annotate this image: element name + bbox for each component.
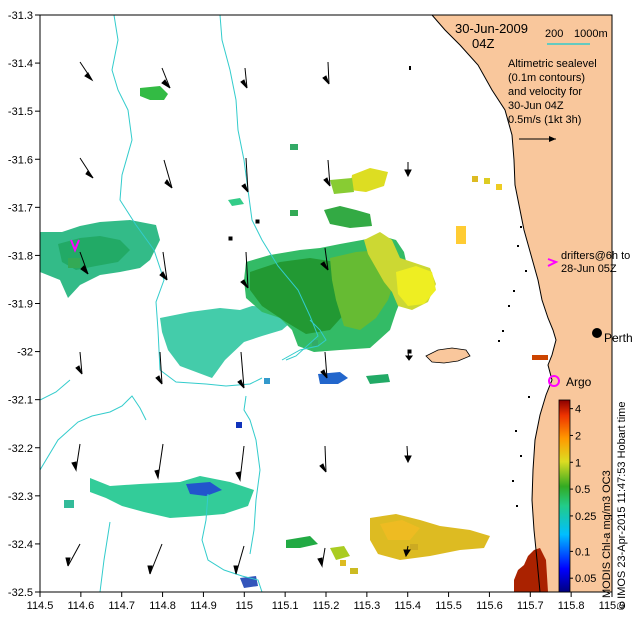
y-axis: -31.3 -31.4 -31.5 -31.6 -31.7 -31.8 -31.9 -32 -3…	[8, 10, 40, 599]
x-tick-label: 115.9	[599, 600, 626, 612]
legend-line-3: and velocity for	[508, 86, 582, 98]
colorbar-gradient	[558, 399, 571, 593]
coastal-shelf-high-chl-2	[532, 355, 548, 360]
x-tick-label: 115.8	[558, 600, 585, 612]
scale-label-1000: 1000m	[574, 28, 608, 40]
perth-label: Perth	[604, 331, 633, 345]
x-tick-label: 115.1	[272, 600, 299, 612]
drifters-line-2: 28-Jun 05Z	[561, 263, 617, 275]
y-tick-label: -31.8	[8, 250, 33, 262]
perth-marker	[592, 328, 602, 338]
chlorophyll-patches	[40, 86, 502, 588]
legend-arrow-head	[549, 136, 556, 142]
drifter-marker-coast	[547, 258, 559, 267]
x-tick-label: 114.5	[27, 600, 54, 612]
y-tick-label: -31.9	[8, 299, 33, 311]
colorbar-title: MODIS Chl-a mg/m3 OC3	[601, 470, 613, 598]
argo-label: Argo	[566, 375, 592, 389]
y-tick-label: -32.3	[8, 491, 33, 503]
y-tick-label: -32	[17, 347, 33, 359]
colorbar-tick-label: 0.25	[575, 511, 596, 523]
y-tick-label: -31.3	[8, 10, 33, 22]
x-tick-label: 115.5	[435, 600, 462, 612]
scale-label-200: 200	[545, 28, 563, 40]
y-tick-label: -32.1	[8, 395, 33, 407]
x-tick-label: 115.3	[353, 600, 380, 612]
colorbar-tick-label: 2	[575, 430, 581, 442]
colorbar-tick-label: 0.05	[575, 573, 596, 585]
y-tick-label: -31.6	[8, 154, 33, 166]
drifter-marker-west	[70, 239, 80, 253]
coastline	[431, 15, 557, 592]
y-tick-label: -32.5	[8, 587, 33, 599]
velocity-legend: Altimetric sealevel (0.1m contours) and …	[508, 58, 597, 142]
scale-bar: 200 1000m	[545, 28, 608, 45]
colorbar: 4 2 1 0.5 0.25 0.1 0.05 MODIS Chl-a mg/m3 OC3	[558, 399, 613, 598]
drifters-line-1: drifters@6h to	[561, 250, 630, 262]
colorbar-tick-label: 0.5	[575, 484, 590, 496]
x-tick-label: 114.9	[190, 600, 217, 612]
map-date: 30-Jun-2009	[455, 21, 528, 36]
y-tick-label: -32.4	[8, 539, 33, 551]
colorbar-ticks: 4 2 1 0.5 0.25 0.1 0.05	[570, 404, 596, 585]
x-tick-label: 115	[236, 600, 254, 612]
drifters-legend: drifters@6h to 28-Jun 05Z	[561, 250, 630, 275]
velocity-arrows	[65, 61, 413, 575]
x-tick-label: 114.6	[67, 600, 94, 612]
colorbar-tick-label: 1	[575, 457, 581, 469]
credit-text: © IMOS 23-Apr-2015 11:47:53 Hobart time	[616, 402, 628, 610]
x-tick-label: 115.4	[394, 600, 421, 612]
y-tick-label: -31.5	[8, 106, 33, 118]
x-axis: 114.5 114.6 114.7 114.8 114.9 115 115.1 115.2 11…	[27, 592, 626, 612]
x-tick-label: 115.7	[517, 600, 544, 612]
sealevel-contours	[40, 15, 327, 592]
y-tick-label: -32.2	[8, 443, 33, 455]
legend-line-2: (0.1m contours)	[508, 72, 585, 84]
x-tick-label: 114.7	[108, 600, 135, 612]
rottnest-island	[425, 347, 471, 364]
x-tick-label: 115.6	[476, 600, 503, 612]
y-tick-label: -31.4	[8, 58, 33, 70]
legend-velocity-scale: 0.5m/s (1kt 3h)	[508, 114, 581, 126]
argo-float-marker	[548, 375, 560, 387]
legend-line-4: 30-Jun 04Z	[508, 100, 564, 112]
coastal-shelf-high-chl	[514, 548, 548, 592]
x-tick-label: 115.2	[313, 600, 340, 612]
x-tick-label: 114.8	[149, 600, 176, 612]
map-time: 04Z	[472, 36, 494, 51]
y-tick-label: -31.7	[8, 202, 33, 214]
legend-line-1: Altimetric sealevel	[508, 58, 597, 70]
colorbar-tick-label: 4	[575, 404, 581, 416]
colorbar-tick-label: 0.1	[575, 546, 590, 558]
